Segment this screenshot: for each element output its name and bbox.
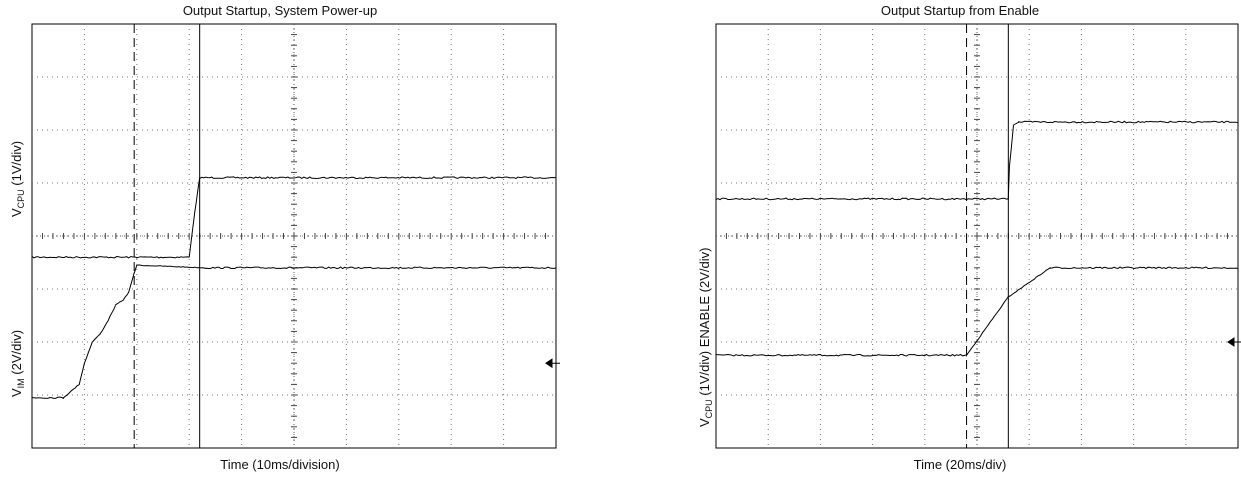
ground-marker-arrow <box>1227 337 1241 347</box>
trace-2 <box>715 266 1239 357</box>
x-axis-label: Time (20ms/div) <box>913 457 1007 472</box>
y-axis-label: VCPU (1V/div) ENABLE (2V/div) <box>697 247 714 427</box>
plot-area <box>31 23 560 449</box>
y-axis-label-lower: VIM (2V/div) <box>9 329 26 397</box>
plot-area <box>715 23 1241 449</box>
trace-2 <box>31 264 557 400</box>
y-axis-label-upper: VCPU (1V/div) <box>9 140 26 217</box>
chart-power-up: Output Startup, System Power-up VCPU (1V… <box>0 0 560 477</box>
grid <box>716 24 1238 448</box>
x-axis-label: Time (10ms/division) <box>220 457 340 472</box>
trace-1 <box>715 120 1239 201</box>
chart-title: Output Startup from Enable <box>880 3 1040 18</box>
grid <box>32 24 556 448</box>
trace-1 <box>31 176 557 259</box>
chart-title: Output Startup, System Power-up <box>182 3 378 18</box>
chart-from-enable: Output Startup from Enable VCPU (1V/div)… <box>680 0 1241 477</box>
ground-marker-arrow <box>545 358 560 369</box>
